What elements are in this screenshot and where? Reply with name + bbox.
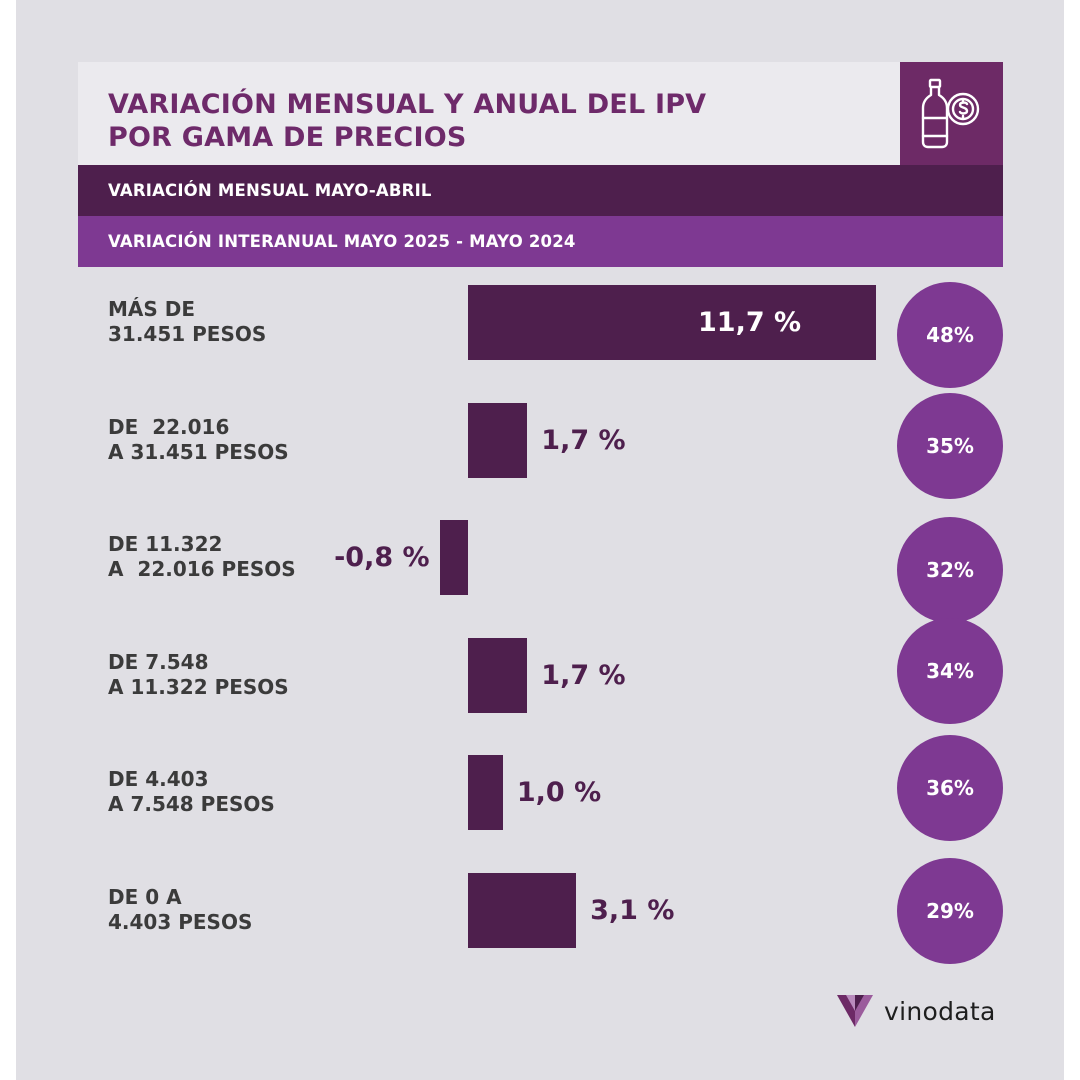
monthly-bar [468, 285, 876, 360]
monthly-value-label: 1,0 % [516, 777, 602, 808]
monthly-bar [468, 402, 528, 478]
category-label-line: A 22.016 PESOS [108, 557, 296, 581]
legend-annual: VARIACIÓN INTERANUAL MAYO 2025 - MAYO 20… [78, 216, 1003, 267]
category-label-line: DE 7.548 [108, 649, 209, 674]
category-label-line: DE 22.016 [108, 414, 230, 439]
monthly-bar [440, 520, 468, 595]
category-label: DE 7.548 A 11.322 PESOS [108, 650, 289, 700]
annual-value-circle: 35% [897, 392, 1003, 499]
annual-value-label: 29% [926, 898, 974, 923]
brand-footer: vinodata [836, 993, 996, 1029]
annual-value-label: 35% [926, 433, 974, 458]
category-label-line: A 7.548 PESOS [108, 792, 275, 816]
category-label-line: 4.403 PESOS [108, 909, 253, 934]
annual-value-label: 32% [926, 558, 974, 582]
category-label: MÁS DE 31.451 PESOS [108, 297, 266, 347]
category-label: DE 4.403 A 7.548 PESOS [108, 767, 275, 817]
monthly-value-label: 1,7 % [541, 659, 626, 691]
category-label-line: A 31.451 PESOS [108, 439, 289, 464]
category-label-line: DE 11.322 [108, 532, 223, 556]
annual-value-circle: 48% [897, 282, 1003, 388]
legend-annual-label: VARIACIÓN INTERANUAL MAYO 2025 - MAYO 20… [108, 232, 576, 251]
category-label: DE 22.016 A 31.451 PESOS [108, 415, 289, 465]
vinodata-logo-icon [837, 995, 873, 1027]
category-label: DE 11.322 A 22.016 PESOS [108, 532, 296, 582]
legend-monthly-label: VARIACIÓN MENSUAL MAYO-ABRIL [108, 181, 432, 200]
category-label-line: DE 4.403 [108, 767, 209, 791]
chart-title: VARIACIÓN MENSUAL Y ANUAL DEL IPV POR GA… [108, 88, 868, 154]
monthly-value-label: 1,7 % [541, 424, 626, 456]
category-label: DE 0 A 4.403 PESOS [108, 885, 252, 935]
brand-name: vinodata [884, 996, 996, 1026]
annual-value-label: 36% [926, 776, 974, 800]
annual-value-label: 48% [926, 323, 974, 347]
wine-bottle-coin-icon [900, 62, 1003, 165]
category-label-line: A 11.322 PESOS [108, 674, 289, 699]
annual-value-circle: 32% [897, 517, 1003, 623]
monthly-value-label: 11,7 % [698, 307, 802, 338]
category-label-line: DE 0 A [108, 884, 182, 909]
monthly-bar [468, 637, 528, 713]
annual-value-circle: 34% [897, 617, 1003, 724]
monthly-value-label: -0,8 % [334, 542, 430, 573]
title-line-2: POR GAMA DE PRECIOS [108, 122, 467, 153]
monthly-value-label: 3,1 % [590, 894, 675, 926]
monthly-bar [468, 755, 503, 830]
category-label-line: 31.451 PESOS [108, 322, 267, 346]
category-label-line: MÁS DE [108, 297, 196, 321]
annual-value-label: 34% [926, 658, 974, 683]
annual-value-circle: 36% [897, 735, 1003, 841]
title-panel [78, 62, 900, 165]
title-line-1: VARIACIÓN MENSUAL Y ANUAL DEL IPV [108, 89, 707, 120]
legend-monthly: VARIACIÓN MENSUAL MAYO-ABRIL [78, 165, 1003, 216]
monthly-bar [468, 872, 577, 948]
annual-value-circle: 29% [897, 857, 1003, 964]
